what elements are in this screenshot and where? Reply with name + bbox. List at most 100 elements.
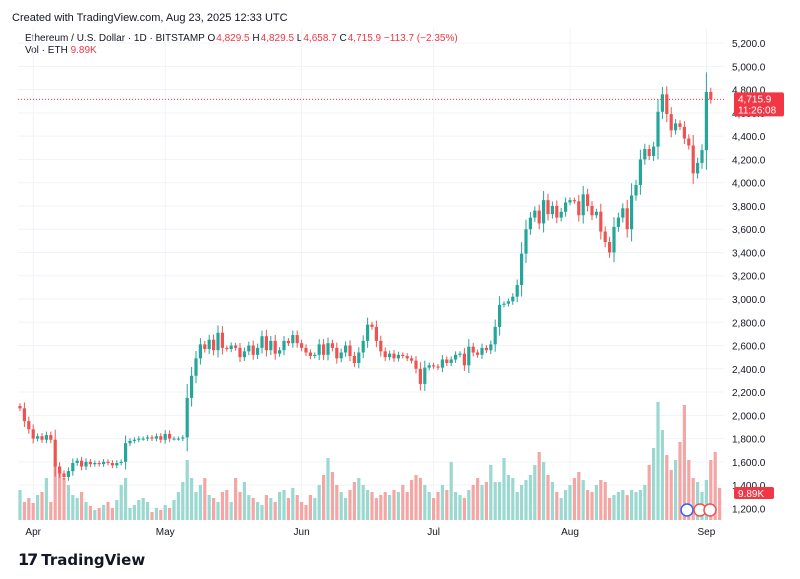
volume-bar <box>159 510 163 520</box>
candle-body <box>278 350 282 354</box>
candle-body <box>207 339 211 350</box>
volume-bar <box>647 465 651 520</box>
candle-body <box>66 471 70 477</box>
y-tick-label: 4,800.0 <box>732 86 766 97</box>
candle-body <box>577 201 581 216</box>
volume-bar <box>691 478 695 520</box>
candle-body <box>696 162 700 174</box>
volume-bar <box>630 490 634 520</box>
candle-body <box>511 296 515 302</box>
candle-body <box>31 429 35 439</box>
volume-bar <box>652 448 656 520</box>
candle-body <box>242 351 246 358</box>
symbol-title: Ethereum / U.S. Dollar · 1D · BITSTAMP <box>25 33 205 44</box>
y-tick-label: 5,000.0 <box>732 62 766 73</box>
volume-bar <box>80 492 84 520</box>
volume-bar <box>198 485 202 520</box>
volume-bar <box>445 490 449 520</box>
candle-body <box>220 332 224 348</box>
volume-bar <box>625 495 629 520</box>
candle-body <box>106 461 110 464</box>
volume-bar <box>471 485 475 520</box>
y-tick-label: 4,200.0 <box>732 155 766 166</box>
volume-bar <box>506 475 510 520</box>
tradingview-logo[interactable]: 17 TradingView <box>18 550 145 569</box>
volume-bar <box>423 485 427 520</box>
candle-body <box>432 365 436 367</box>
candle-body <box>471 346 475 353</box>
candle-body <box>687 138 691 146</box>
candle-body <box>515 285 519 297</box>
candle-body <box>53 439 57 467</box>
candle-body <box>146 437 150 439</box>
volume-bar <box>93 510 97 520</box>
volume-bar <box>454 492 458 520</box>
candle-body <box>568 200 572 203</box>
volume-bar <box>366 490 370 520</box>
volume-bar <box>141 498 145 520</box>
candle-body <box>322 344 326 355</box>
candle-body <box>480 347 484 355</box>
volume-bar <box>660 430 664 520</box>
volume-bar <box>462 498 466 520</box>
candle-body <box>621 208 625 218</box>
candle-body <box>555 205 559 218</box>
volume-bar <box>493 482 497 520</box>
candle-body <box>22 408 26 422</box>
candle-body <box>27 421 31 430</box>
y-tick-label: 3,400.0 <box>732 248 766 259</box>
volume-bar <box>374 498 378 520</box>
volume-bar <box>119 485 123 520</box>
candle-body <box>300 343 304 348</box>
candle-body <box>388 353 392 358</box>
y-tick-label: 2,000.0 <box>732 411 766 422</box>
close-value: 4,715.9 <box>347 33 382 44</box>
volume-bar <box>53 462 57 520</box>
volume-bar <box>260 505 264 520</box>
volume-bar <box>555 492 559 520</box>
candle-body <box>357 352 361 363</box>
candle-body <box>700 150 704 163</box>
y-tick-label: 1,600.0 <box>732 458 766 469</box>
volume-label: Vol · ETH <box>25 45 68 56</box>
high-value: 4,829.5 <box>260 33 295 44</box>
volume-bar <box>542 462 546 520</box>
candle-body <box>401 354 405 356</box>
tradingview-logo-icon: 17 <box>18 550 38 569</box>
volume-bar <box>75 498 79 520</box>
volume-bar <box>304 505 308 520</box>
volume-bar <box>709 460 713 520</box>
y-tick-label: 1,400.0 <box>732 481 766 492</box>
volume-tag <box>734 487 774 499</box>
candle-body <box>335 347 339 359</box>
chart-legend: Ethereum / U.S. Dollar · 1D · BITSTAMP O… <box>25 33 458 57</box>
high-label: H <box>252 33 260 44</box>
volume-bar <box>696 482 700 520</box>
volume-bar <box>273 502 277 520</box>
candle-body <box>247 345 251 352</box>
candle-body <box>542 200 546 224</box>
volume-bar <box>44 478 48 520</box>
volume-bar <box>132 505 136 520</box>
volume-bar <box>242 482 246 520</box>
price-tag-value: 4,715.9 <box>738 94 772 105</box>
candle-body <box>273 340 277 354</box>
candle-body <box>75 460 79 464</box>
candle-body <box>40 436 44 440</box>
y-tick-label: 5,200.0 <box>732 39 766 50</box>
volume-bar <box>511 478 515 520</box>
candle-body <box>674 123 678 131</box>
volume-bar <box>110 508 114 520</box>
candle-body <box>634 185 638 196</box>
candle-body <box>616 217 620 227</box>
volume-bar <box>291 488 295 520</box>
volume-bar <box>515 492 519 520</box>
volume-bar <box>388 495 392 520</box>
candle-body <box>295 335 299 344</box>
candle-body <box>493 326 497 345</box>
candle-body <box>383 351 387 358</box>
x-tick-label: Jul <box>427 527 440 538</box>
candle-body <box>559 211 563 218</box>
volume-bar <box>352 482 356 520</box>
